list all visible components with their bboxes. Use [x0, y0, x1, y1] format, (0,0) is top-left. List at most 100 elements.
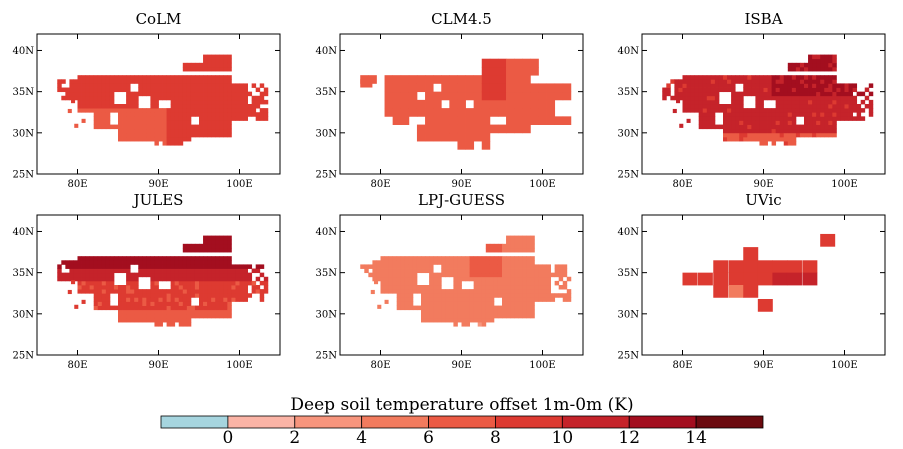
grid-cell	[77, 87, 82, 93]
grid-cell	[812, 128, 817, 134]
grid-cell	[207, 301, 212, 306]
grid-cell	[134, 280, 139, 286]
grid-cell	[194, 132, 200, 138]
grid-cell	[864, 95, 870, 101]
grid-cell	[122, 108, 127, 113]
grid-cell	[481, 256, 487, 261]
grid-cell	[259, 293, 265, 298]
grid-cell	[449, 260, 454, 265]
grid-cell	[489, 313, 495, 319]
grid-cell	[510, 305, 515, 311]
grid-cell	[105, 305, 111, 311]
grid-cell	[775, 75, 781, 80]
grid-cell	[514, 268, 519, 274]
grid-cell	[101, 260, 107, 265]
grid-cell	[816, 58, 821, 64]
grid-cell	[714, 91, 720, 97]
grid-cell	[429, 276, 434, 282]
grid-cell	[702, 91, 708, 97]
grid-cell	[518, 297, 523, 302]
grid-cell	[824, 87, 829, 93]
grid-cell	[868, 99, 874, 105]
grid-cell	[85, 95, 91, 101]
grid-cell	[194, 256, 200, 261]
grid-cell	[530, 309, 535, 315]
grid-cell	[85, 83, 91, 88]
grid-cell	[824, 66, 829, 72]
grid-cell	[178, 104, 184, 109]
grid-cell	[799, 128, 805, 134]
grid-cell	[154, 120, 159, 125]
grid-cell	[530, 313, 535, 319]
grid-cell	[138, 91, 143, 97]
grid-cell	[219, 79, 224, 84]
grid-cell	[186, 112, 192, 117]
grid-cell	[457, 268, 462, 274]
grid-cell	[227, 112, 232, 117]
grid-cell	[97, 112, 103, 117]
grid-cell	[481, 276, 487, 282]
grid-cell	[194, 104, 200, 109]
grid-cell	[186, 120, 192, 125]
grid-cell	[510, 243, 515, 249]
grid-cell	[485, 260, 491, 265]
grid-cell	[864, 104, 870, 109]
grid-cell	[69, 272, 74, 278]
grid-cell	[518, 243, 523, 249]
grid-cell	[702, 120, 708, 125]
grid-cell	[73, 87, 78, 93]
grid-cell	[113, 124, 119, 130]
grid-cell	[739, 104, 744, 109]
grid-cell	[182, 260, 188, 265]
grid-cell	[235, 280, 240, 286]
grid-cell	[186, 136, 192, 142]
grid-cell	[162, 317, 167, 323]
grid-cell	[215, 235, 220, 241]
grid-cell	[489, 297, 495, 302]
grid-cell	[126, 285, 131, 290]
grid-cell	[203, 256, 208, 261]
grid-cell	[416, 83, 426, 93]
grid-cell	[170, 141, 176, 146]
grid-cell	[388, 289, 394, 294]
grid-cell	[723, 116, 728, 121]
grid-cell	[465, 264, 470, 269]
grid-cell	[384, 260, 389, 265]
grid-cell	[449, 116, 458, 125]
grid-cell	[101, 264, 107, 269]
grid-cell	[546, 99, 556, 109]
grid-cell	[186, 62, 192, 68]
grid-cell	[199, 280, 204, 286]
grid-cell	[678, 79, 683, 84]
grid-cell	[416, 305, 422, 311]
grid-cell	[105, 87, 111, 93]
grid-cell	[429, 280, 434, 286]
grid-cell	[400, 297, 406, 302]
grid-cell	[714, 83, 720, 88]
grid-cell	[473, 285, 479, 290]
grid-cell	[186, 285, 192, 290]
grid-cell	[138, 301, 143, 306]
grid-cell	[538, 108, 547, 117]
grid-cell	[146, 313, 151, 319]
grid-cell	[808, 62, 813, 68]
grid-cell	[477, 317, 483, 323]
grid-cell	[162, 87, 167, 93]
grid-cell	[481, 268, 487, 274]
grid-cell	[731, 132, 736, 138]
grid-cell	[174, 280, 180, 286]
grid-cell	[449, 317, 454, 323]
grid-cell	[154, 136, 159, 142]
grid-cell	[126, 260, 131, 265]
grid-cell	[808, 108, 813, 113]
grid-cell	[522, 272, 527, 278]
grid-cell	[546, 264, 551, 269]
grid-cell	[566, 276, 572, 282]
grid-cell	[97, 289, 103, 294]
grid-cell	[199, 91, 204, 97]
grid-cell	[231, 83, 236, 88]
grid-cell	[174, 136, 180, 142]
x-tick-label: 80E	[67, 360, 87, 371]
grid-cell	[416, 285, 422, 290]
